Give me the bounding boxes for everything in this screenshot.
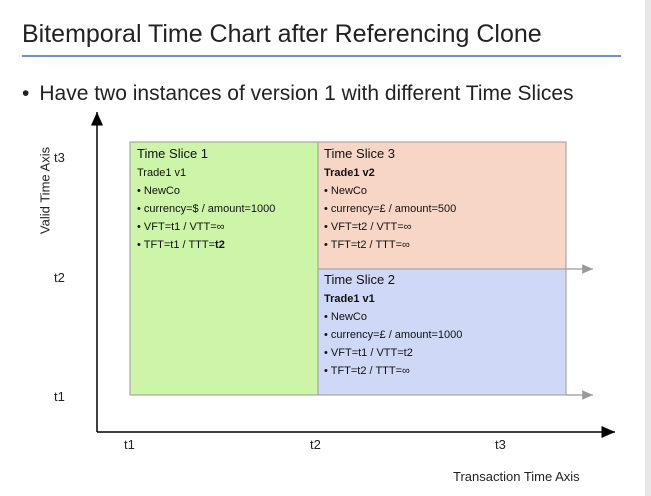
time-slice-1-content: Time Slice 1 Trade1 v1 • NewCo • currenc…	[137, 144, 275, 254]
time-slice-1-box	[129, 141, 319, 396]
time-slice-3-content: Time Slice 3 Trade1 v2 • NewCo • currenc…	[324, 144, 456, 254]
y-tick-t2: t2	[54, 270, 65, 285]
list-item: • VFT=t1 / VTT=t2	[324, 347, 413, 359]
time-slice-2-box	[317, 268, 567, 396]
x-tick-t2: t2	[310, 437, 321, 452]
x-tick-t3: t3	[495, 437, 506, 452]
list-item: • NewCo	[324, 311, 367, 323]
x-axis-label: Transaction Time Axis	[453, 469, 580, 484]
list-item: • TFT=t2 / TTT=∞	[324, 365, 410, 377]
list-item: • currency=$ / amount=1000	[137, 203, 276, 215]
list-item: • TFT=t2 / TTT=∞	[324, 239, 410, 251]
x-tick-t1: t1	[124, 437, 135, 452]
list-item: • VFT=t1 / VTT=∞	[137, 221, 225, 233]
time-slice-3-trade: Trade1 v2	[324, 167, 375, 179]
list-item: • currency=£ / amount=500	[324, 203, 457, 215]
bullet-dot: •	[22, 82, 30, 105]
bullet-point: • Have two instances of version 1 with di…	[22, 82, 574, 106]
time-slice-3-heading: Time Slice 3	[324, 146, 396, 161]
slide-title: Bitemporal Time Chart after Referencing …	[22, 20, 542, 48]
list-item: • NewCo	[137, 185, 180, 197]
time-slice-1-heading: Time Slice 1	[137, 146, 209, 161]
time-slice-2-content: Time Slice 2 Trade1 v1 • NewCo • currenc…	[324, 270, 462, 380]
y-tick-t3: t3	[54, 150, 65, 165]
right-edge-bar	[645, 0, 651, 496]
time-slice-2-trade: Trade1 v1	[324, 293, 375, 305]
y-tick-t1: t1	[54, 389, 65, 404]
list-item: • VFT=t2 / VTT=∞	[324, 221, 412, 233]
list-item: • currency=£ / amount=1000	[324, 329, 463, 341]
y-axis-label: Valid Time Axis	[37, 146, 53, 235]
time-slice-1-trade: Trade1 v1	[137, 167, 187, 179]
list-item: • NewCo	[324, 185, 367, 197]
bullet-text: Have two instances of version 1 with dif…	[39, 82, 574, 105]
time-slice-2-heading: Time Slice 2	[324, 272, 396, 287]
title-underline	[22, 55, 621, 57]
list-item: • TFT=t1 / TTT=t2	[137, 239, 225, 251]
